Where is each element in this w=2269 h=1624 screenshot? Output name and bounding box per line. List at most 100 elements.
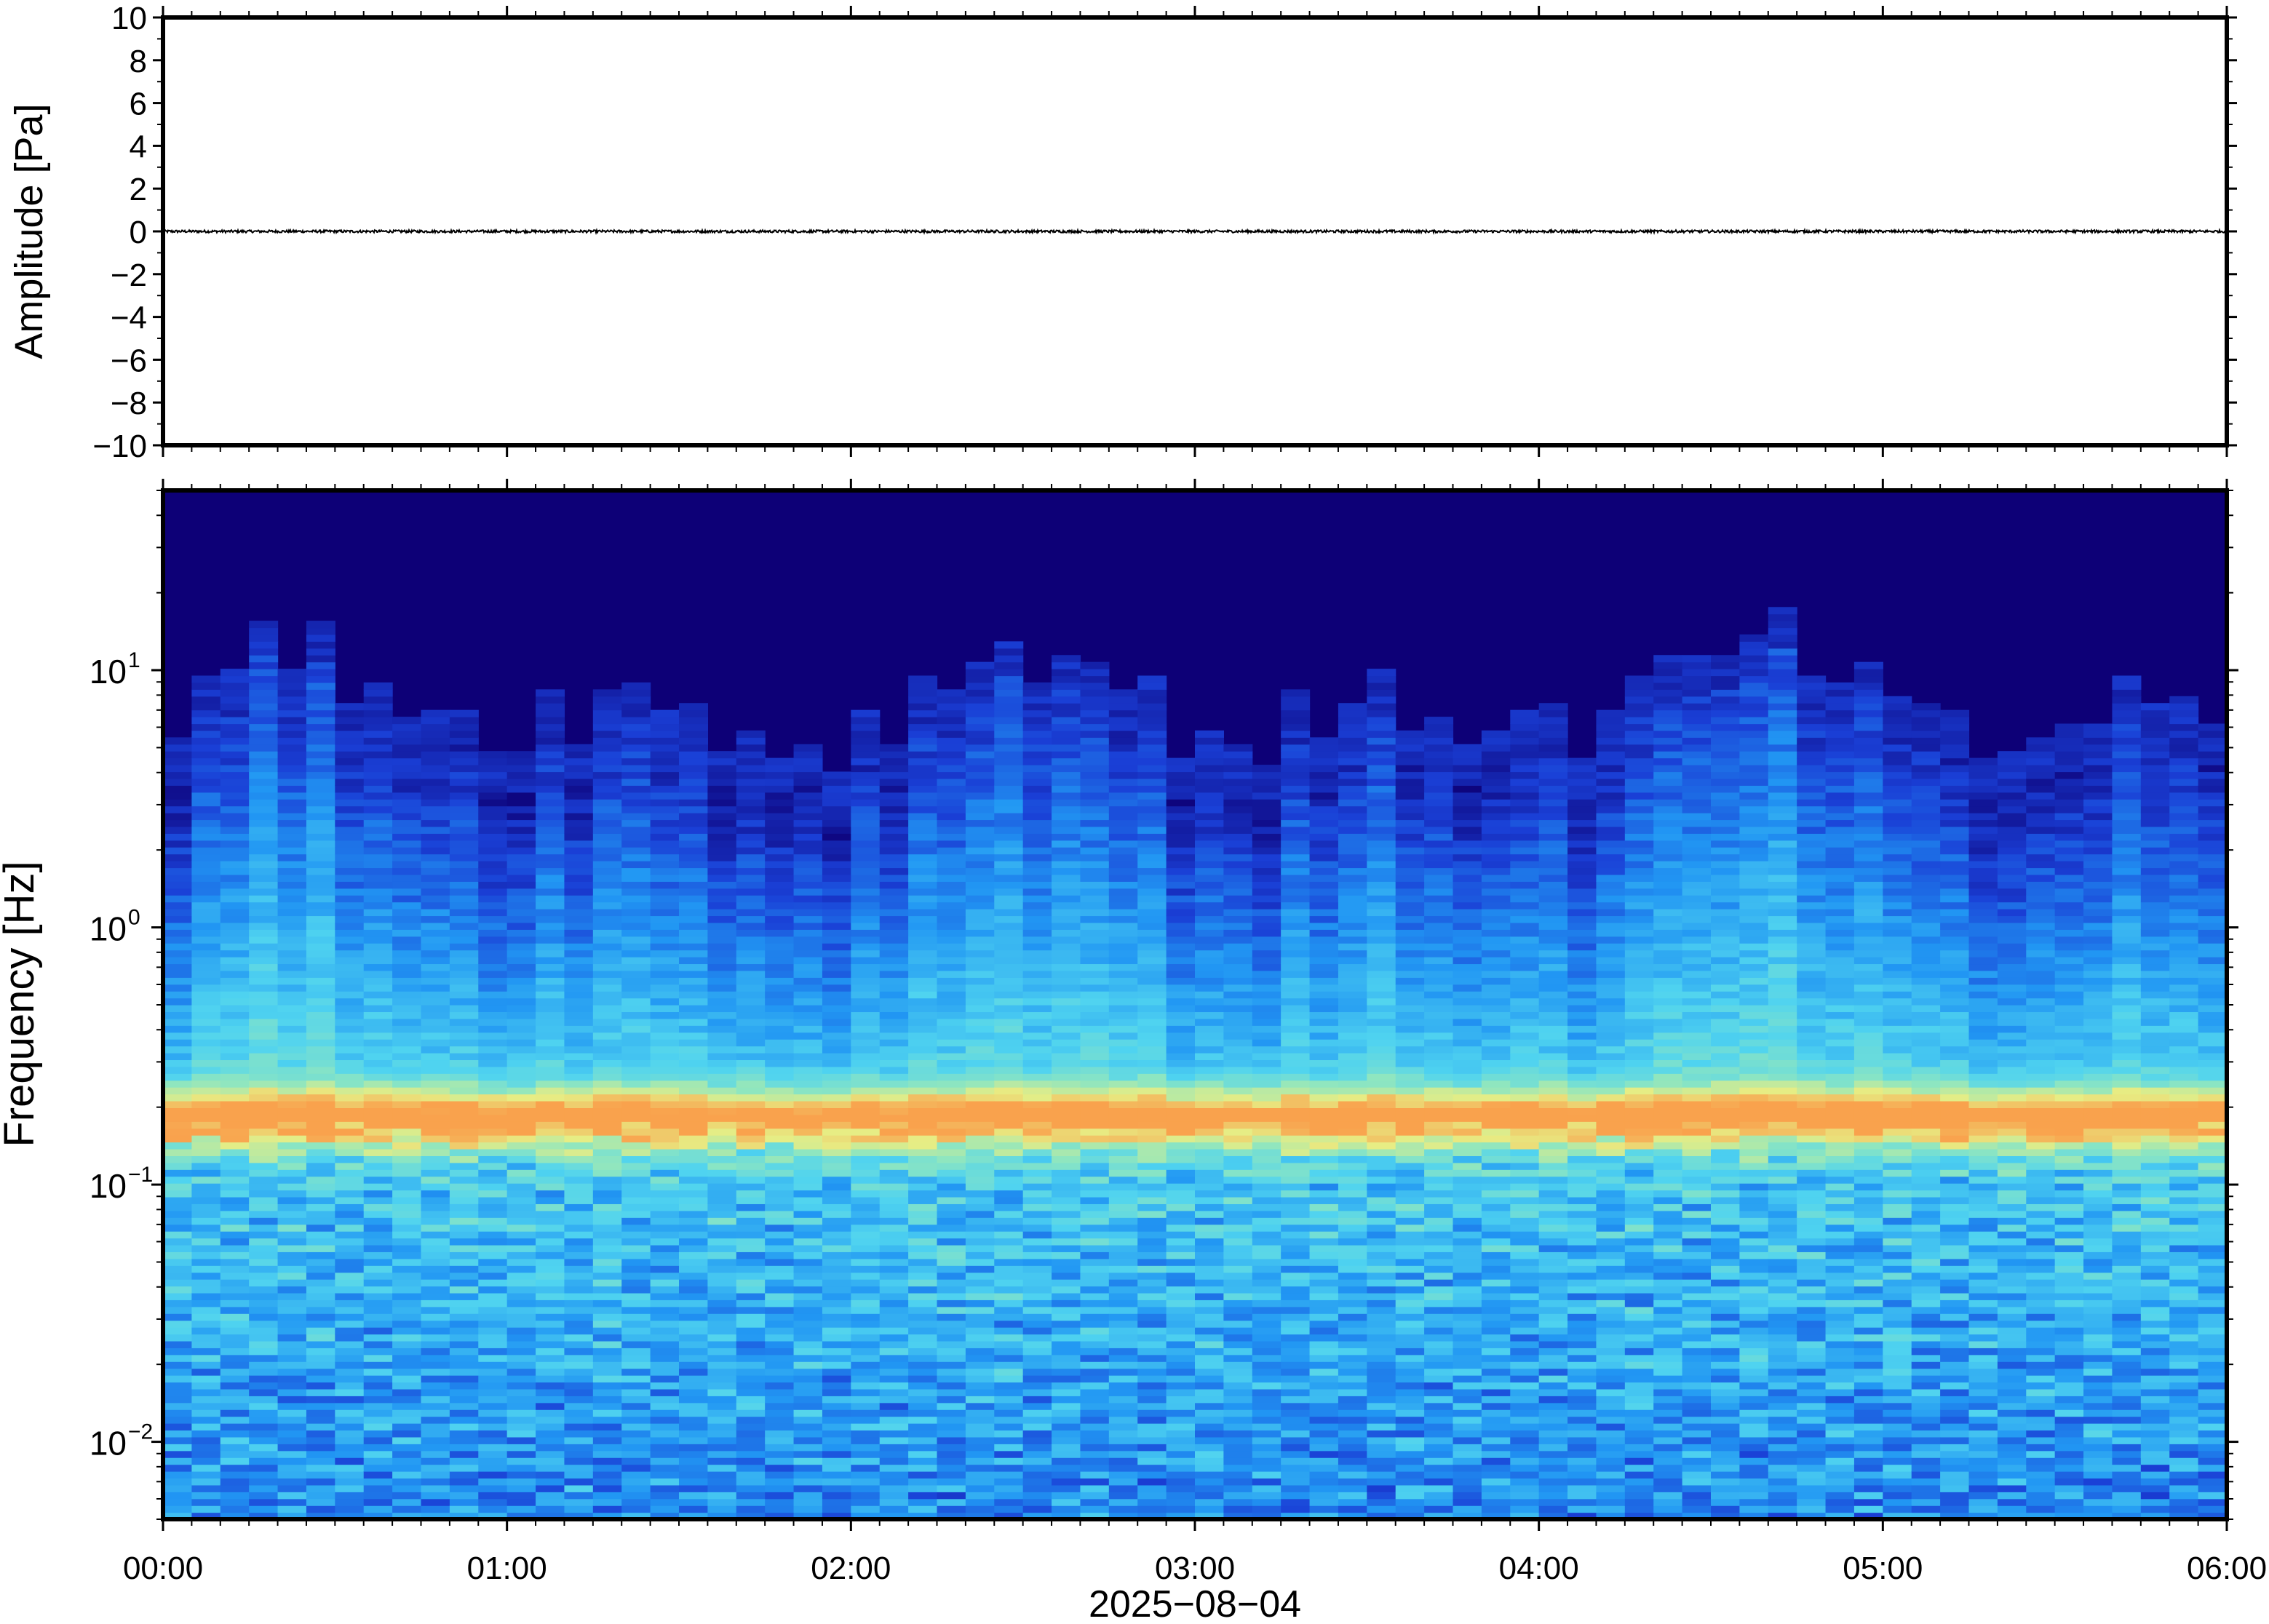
spectrogram-cell: [506, 1114, 536, 1122]
spectrogram-cell: [793, 1444, 823, 1452]
spectrogram-cell: [908, 1327, 938, 1335]
spectrogram-cell: [1252, 1039, 1281, 1047]
spectrogram-cell: [650, 1292, 680, 1300]
spectrogram-cell: [1022, 757, 1052, 765]
spectrogram-cell: [1252, 771, 1281, 779]
spectrogram-cell: [908, 998, 938, 1006]
spectrogram-cell: [965, 1121, 995, 1129]
spectrogram-cell: [1108, 1148, 1138, 1156]
spectrogram-cell: [335, 943, 365, 951]
spectrogram-cell: [1080, 1258, 1110, 1266]
spectrogram-cell: [191, 1492, 221, 1500]
spectrogram-cell: [908, 1128, 938, 1136]
spectrogram-cell: [478, 1128, 508, 1136]
spectrogram-cell: [363, 1114, 393, 1122]
spectrogram-cell: [1052, 778, 1081, 786]
spectrogram-cell: [506, 1444, 536, 1452]
spectrogram-cell: [965, 1224, 995, 1232]
spectrogram-cell: [1022, 1258, 1052, 1266]
spectrogram-cell: [277, 1334, 307, 1342]
spectrogram-cell: [592, 1148, 622, 1156]
spectrogram-cell: [908, 1498, 938, 1506]
spectrogram-cell: [765, 1320, 795, 1328]
spectrogram-cell: [965, 1484, 995, 1492]
spectrogram-cell: [335, 970, 365, 978]
spectrogram-cell: [306, 991, 335, 999]
spectrogram-cell: [1281, 1148, 1311, 1156]
spectrogram-cell: [879, 1059, 909, 1067]
spectrogram-cell: [163, 785, 192, 793]
spectrogram-cell: [249, 915, 279, 923]
spectrogram-cell: [650, 1512, 680, 1520]
spectrogram-cell: [335, 1382, 365, 1390]
spectrogram-cell: [822, 1251, 851, 1259]
spectrogram-cell: [249, 621, 279, 629]
spectrogram-cell: [449, 1052, 479, 1061]
spectrogram-cell: [1080, 922, 1110, 930]
spectrogram-cell: [249, 853, 279, 861]
spectrogram-cell: [650, 915, 680, 923]
spectrogram-cell: [1281, 1107, 1311, 1115]
spectrogram-cell: [1080, 1087, 1110, 1095]
spectrogram-cell: [277, 950, 307, 958]
spectrogram-cell: [879, 929, 909, 937]
spectrogram-cell: [1223, 991, 1253, 999]
spectrogram-cell: [1080, 1505, 1110, 1513]
spectrogram-cell: [1080, 1238, 1110, 1246]
spectrogram-cell: [765, 1416, 795, 1424]
spectrogram-cell: [937, 709, 966, 717]
spectrogram-cell: [1166, 1478, 1196, 1486]
spectrogram-cell: [363, 895, 393, 903]
spectrogram-cell: [621, 1196, 651, 1204]
spectrogram-cell: [191, 778, 221, 786]
spectrogram-cell: [879, 1512, 909, 1520]
spectrogram-cell: [1052, 1306, 1081, 1314]
spectrogram-cell: [592, 1080, 622, 1088]
spectrogram-cell: [506, 1416, 536, 1424]
spectrogram-cell: [707, 1052, 737, 1061]
spectrogram-cell: [822, 1107, 851, 1115]
spectrogram-cell: [1052, 950, 1081, 958]
spectrogram-cell: [1108, 1430, 1138, 1438]
spectrogram-cell: [421, 1416, 450, 1424]
spectrogram-cell: [965, 922, 995, 930]
spectrogram-cell: [478, 1478, 508, 1486]
spectrogram-cell: [679, 1492, 708, 1500]
spectrogram-cell: [392, 1142, 422, 1150]
spectrogram-cell: [392, 799, 422, 807]
spectrogram-cell: [937, 1340, 966, 1348]
spectrogram-cell: [879, 1032, 909, 1040]
spectrogram-cell: [965, 792, 995, 800]
spectrogram-cell: [1223, 881, 1253, 889]
spectrogram-cell: [478, 1155, 508, 1163]
spectrogram-cell: [736, 1135, 766, 1143]
spectrogram-cell: [1166, 1484, 1196, 1492]
spectrogram-cell: [621, 1094, 651, 1102]
spectrogram-cell: [506, 853, 536, 861]
spectrogram-cell: [1022, 1388, 1052, 1396]
spectrogram-cell: [392, 717, 422, 725]
spectrogram-cell: [536, 826, 565, 834]
spectrogram-cell: [793, 867, 823, 875]
spectrogram-cell: [793, 1244, 823, 1252]
spectrogram-cell: [1080, 881, 1110, 889]
spectrogram-cell: [793, 1292, 823, 1300]
spectrogram-cell: [363, 1409, 393, 1417]
spectrogram-cell: [793, 1484, 823, 1492]
spectrogram-cell: [822, 1005, 851, 1013]
spectrogram-cell: [220, 1505, 250, 1513]
spectrogram-cell: [650, 826, 680, 834]
spectrogram-cell: [621, 1231, 651, 1239]
spectrogram-cell: [392, 1265, 422, 1273]
amplitude-frame: [161, 15, 2229, 447]
spectrogram-cell: [707, 1464, 737, 1472]
spectrogram-cell: [1022, 1286, 1052, 1294]
spectrogram-cell: [421, 723, 450, 731]
spectrogram-cell: [965, 661, 995, 669]
spectrogram-cell: [1281, 1368, 1311, 1376]
spectrogram-cell: [765, 853, 795, 861]
spectrogram-cell: [879, 1231, 909, 1239]
spectrogram-cell: [277, 744, 307, 752]
spectrogram-cell: [506, 771, 536, 779]
spectrogram-cell: [421, 1107, 450, 1115]
